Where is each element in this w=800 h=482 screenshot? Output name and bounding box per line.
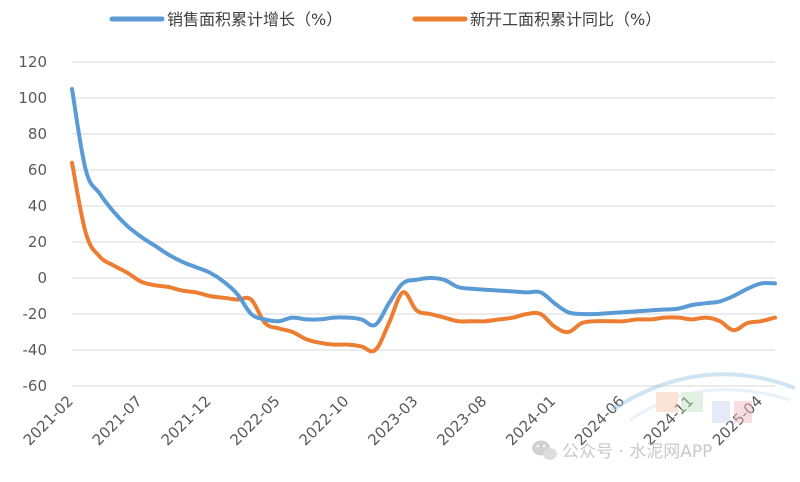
x-tick-label: 2021-12 xyxy=(158,392,215,449)
x-tick-label: 2021-02 xyxy=(20,392,77,449)
y-axis-tick-labels: -60 -40 -20 0 20 40 60 80 100 120 xyxy=(18,53,47,395)
x-tick-label: 2022-05 xyxy=(227,392,284,449)
y-tick-label: 20 xyxy=(28,233,47,251)
y-tick-label: -20 xyxy=(23,305,48,323)
x-tick-label: 2023-03 xyxy=(364,392,421,449)
gridlines xyxy=(72,61,775,387)
x-tick-label: 2022-10 xyxy=(295,392,352,449)
series-line-sales xyxy=(70,87,777,328)
watermark-text: 公众号 · 水泥网APP xyxy=(562,442,712,462)
watermark: 公众号 · 水泥网APP xyxy=(532,372,796,462)
legend-label-new-starts: 新开工面积累计同比（%） xyxy=(470,10,661,29)
x-tick-label: 2021-07 xyxy=(89,392,146,449)
legend: 销售面积累计增长（%） 新开工面积累计同比（%） xyxy=(109,10,661,29)
x-tick-label: 2024-01 xyxy=(502,392,559,449)
x-tick-label: 2024-06 xyxy=(571,392,628,449)
wechat-icon xyxy=(532,440,557,460)
watermark-logo xyxy=(610,372,796,423)
y-tick-label: 80 xyxy=(28,125,47,143)
x-axis-tick-labels: 2021-02 2021-07 2021-12 2022-05 2022-10 2023-… xyxy=(20,392,766,449)
legend-label-sales: 销售面积累计增长（%） xyxy=(167,10,342,29)
y-tick-label: 100 xyxy=(18,89,47,107)
y-tick-label: 60 xyxy=(28,161,47,179)
y-tick-label: 0 xyxy=(37,269,47,287)
y-tick-label: -40 xyxy=(23,341,48,359)
series-lines xyxy=(70,87,777,354)
series-line-new-starts xyxy=(70,160,777,354)
y-tick-label: 120 xyxy=(18,53,47,71)
y-tick-label: -60 xyxy=(23,377,48,395)
x-tick-label: 2023-08 xyxy=(433,392,490,449)
y-tick-label: 40 xyxy=(28,197,47,215)
